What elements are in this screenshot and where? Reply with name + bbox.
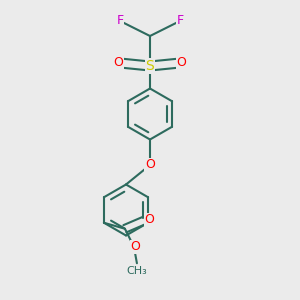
Text: O: O xyxy=(130,240,140,253)
Text: O: O xyxy=(145,213,154,226)
Text: CH₃: CH₃ xyxy=(127,266,147,276)
Text: F: F xyxy=(176,14,184,28)
Text: S: S xyxy=(146,59,154,73)
Text: O: O xyxy=(114,56,123,70)
Text: F: F xyxy=(116,14,124,28)
Text: O: O xyxy=(145,158,155,172)
Text: O: O xyxy=(177,56,186,70)
